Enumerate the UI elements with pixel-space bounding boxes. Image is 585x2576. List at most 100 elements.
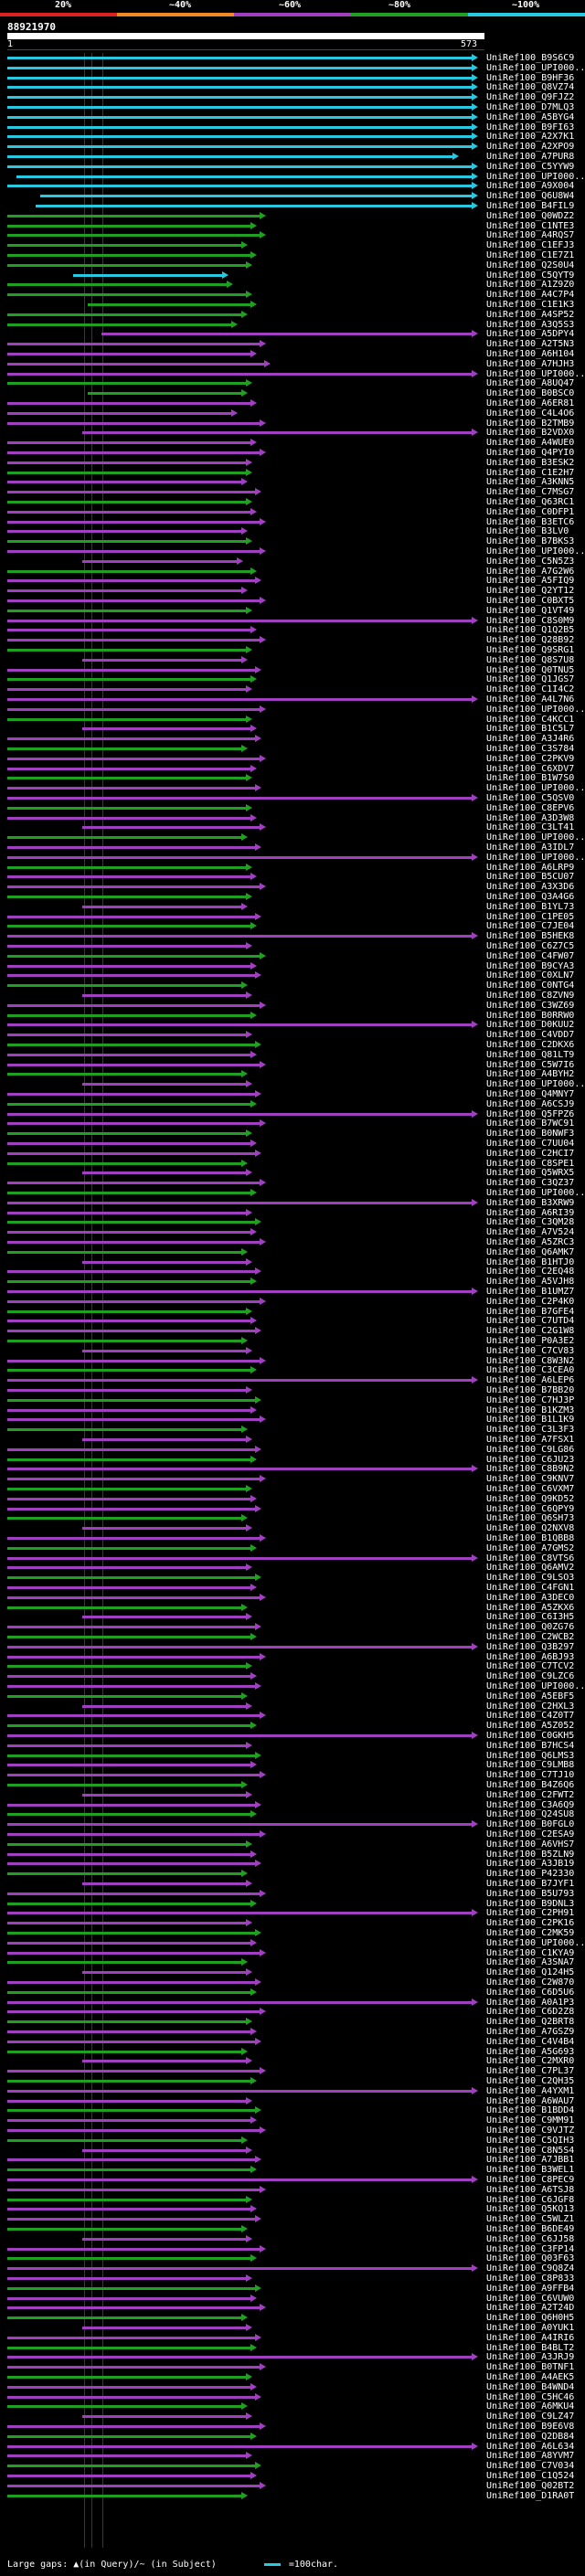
hit-row[interactable]: UniRef100_B7HCS4 [0,1741,585,1751]
hit-row[interactable]: UniRef100_C4VDD7 [0,1030,585,1040]
hit-row[interactable]: UniRef100_B3XRW9 [0,1198,585,1208]
hit-bar[interactable] [7,2030,251,2033]
hit-id-link[interactable]: UniRef100_C5WLZ1 [486,2214,575,2225]
hit-row[interactable]: UniRef100_A4RQS7 [0,230,585,240]
hit-id-link[interactable]: UniRef100_Q1VT49 [486,605,575,616]
hit-id-link[interactable]: UniRef100_Q8S7U8 [486,654,575,665]
hit-bar[interactable] [7,2158,257,2162]
hit-bar[interactable] [7,106,473,109]
hit-id-link[interactable]: UniRef100_C9KNV7 [486,1474,575,1485]
hit-row[interactable]: UniRef100_Q4PYI0 [0,448,585,458]
hit-id-link[interactable]: UniRef100_Q6AMK7 [486,1246,575,1257]
hit-id-link[interactable]: UniRef100_A2XPO9 [486,142,575,153]
hit-row[interactable]: UniRef100_A4BYH2 [0,1069,585,1079]
hit-bar[interactable] [7,135,473,139]
hit-id-link[interactable]: UniRef100_B0FGL0 [486,1819,575,1830]
hit-id-link[interactable]: UniRef100_Q02BT2 [486,2480,575,2491]
hit-row[interactable]: UniRef100_C2HXL3 [0,1701,585,1712]
hit-row[interactable]: UniRef100_C5YYW9 [0,162,585,172]
hit-bar[interactable] [7,501,247,504]
hit-id-link[interactable]: UniRef100_B2VDX0 [486,428,575,439]
hit-bar[interactable] [7,1665,247,1669]
hit-row[interactable]: UniRef100_B3LV0 [0,526,585,536]
hit-row[interactable]: UniRef100_A7GSZ9 [0,2027,585,2037]
hit-bar[interactable] [7,2010,261,2014]
hit-row[interactable]: UniRef100_C2PK16 [0,1918,585,1928]
hit-row[interactable]: UniRef100_Q0WDZ2 [0,211,585,221]
hit-bar[interactable] [7,1053,251,1056]
hit-id-link[interactable]: UniRef100_B1QBB8 [486,1533,575,1543]
hit-bar[interactable] [7,2395,257,2399]
hit-bar[interactable] [7,1330,257,1333]
hit-id-link[interactable]: UniRef100_Q6U8W4 [486,191,575,202]
hit-row[interactable]: UniRef100_B1W7S0 [0,773,585,783]
hit-row[interactable]: UniRef100_C5W7I6 [0,1060,585,1070]
hit-id-link[interactable]: UniRef100_C5QIH3 [486,2135,575,2146]
hit-id-link[interactable]: UniRef100_B4FIL9 [486,201,575,211]
hit-id-link[interactable]: UniRef100_C6JU23 [486,1454,575,1465]
hit-bar[interactable] [7,1340,242,1342]
hit-row[interactable]: UniRef100_C4Z0T7 [0,1711,585,1721]
hit-id-link[interactable]: UniRef100_C2P4K0 [486,1296,575,1307]
hit-bar[interactable] [7,1132,247,1136]
hit-bar[interactable] [7,1507,257,1511]
hit-id-link[interactable]: UniRef100_C6VUW0 [486,2293,575,2304]
hit-row[interactable]: UniRef100_C4L4O6 [0,408,585,419]
hit-id-link[interactable]: UniRef100_B0BSC0 [486,388,575,399]
hit-bar[interactable] [7,1764,251,1767]
hit-id-link[interactable]: UniRef100_C2EQ48 [486,1267,575,1277]
hit-id-link[interactable]: UniRef100_A5G693 [486,2046,575,2057]
hit-bar[interactable] [7,2168,251,2172]
hit-row[interactable]: UniRef100_UPI000... [0,369,585,379]
hit-bar[interactable] [7,2208,251,2211]
hit-row[interactable]: UniRef100_C5WLZ1 [0,2214,585,2224]
hit-row[interactable]: UniRef100_Q6U8W4 [0,191,585,201]
hit-row[interactable]: UniRef100_C2G1W8 [0,1326,585,1336]
hit-bar[interactable] [7,1192,251,1194]
hit-bar[interactable] [7,2475,251,2477]
hit-id-link[interactable]: UniRef100_UPI000... [486,62,585,73]
hit-bar[interactable] [7,1221,257,1224]
hit-row[interactable]: UniRef100_B2TMB9 [0,419,585,429]
hit-id-link[interactable]: UniRef100_A3DEC0 [486,1592,575,1603]
hit-id-link[interactable]: UniRef100_Q6LMS3 [486,1750,575,1761]
hit-id-link[interactable]: UniRef100_C4FW07 [486,950,575,961]
hit-row[interactable]: UniRef100_C1EFJ3 [0,240,585,250]
hit-row[interactable]: UniRef100_Q2NXV8 [0,1523,585,1533]
hit-bar[interactable] [7,1744,247,1747]
hit-bar[interactable] [7,688,247,692]
hit-bar[interactable] [7,66,473,69]
hit-bar[interactable] [7,698,473,701]
hit-id-link[interactable]: UniRef100_C2ESA9 [486,1829,575,1839]
hit-bar[interactable] [7,1636,251,1638]
hit-bar[interactable] [7,1468,473,1471]
hit-row[interactable]: UniRef100_C6JU23 [0,1455,585,1465]
hit-bar[interactable] [7,1044,257,1046]
hit-bar[interactable] [82,2327,247,2329]
hit-row[interactable]: UniRef100_C6D2Z8 [0,2007,585,2017]
hit-row[interactable]: UniRef100_C7V034 [0,2461,585,2471]
hit-id-link[interactable]: UniRef100_C8N5S4 [486,2145,575,2156]
hit-bar[interactable] [7,263,247,267]
hit-bar[interactable] [7,1201,473,1204]
hit-row[interactable]: UniRef100_Q6H0H5 [0,2313,585,2323]
hit-row[interactable]: UniRef100_Q03F63 [0,2253,585,2263]
hit-row[interactable]: UniRef100_Q6AMK7 [0,1247,585,1257]
hit-id-link[interactable]: UniRef100_C6JGF8 [486,2194,575,2205]
hit-bar[interactable] [7,875,251,879]
hit-row[interactable]: UniRef100_C5QYT9 [0,270,585,281]
hit-id-link[interactable]: UniRef100_C7UTD4 [486,1316,575,1327]
hit-bar[interactable] [7,737,257,741]
hit-row[interactable]: UniRef100_Q124H5 [0,1967,585,1977]
hit-row[interactable]: UniRef100_A4WUE0 [0,438,585,448]
hit-id-link[interactable]: UniRef100_A7GSZ9 [486,2027,575,2037]
hit-bar[interactable] [82,1349,247,1352]
hit-id-link[interactable]: UniRef100_C2W870 [486,1977,575,1988]
hit-row[interactable]: UniRef100_C6XDV7 [0,764,585,774]
hit-row[interactable]: UniRef100_B1L1K9 [0,1415,585,1425]
hit-bar[interactable] [7,2119,251,2123]
hit-id-link[interactable]: UniRef100_D7MLQ3 [486,102,575,112]
hit-row[interactable]: UniRef100_C3LT41 [0,822,585,832]
hit-bar[interactable] [7,1389,247,1392]
hit-id-link[interactable]: UniRef100_B4WND4 [486,2381,575,2392]
